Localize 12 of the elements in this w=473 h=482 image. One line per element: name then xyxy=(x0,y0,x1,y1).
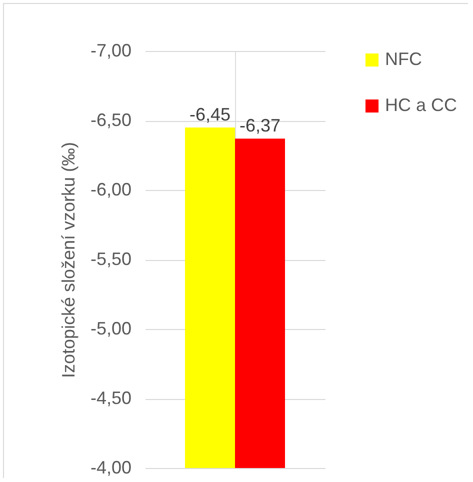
data-label: -6,37 xyxy=(239,116,281,136)
y-tick-label: -4,00 xyxy=(90,458,132,478)
data-label: -6,45 xyxy=(189,104,231,124)
y-tick-label: -4,50 xyxy=(90,388,132,408)
y-tick-label: -5,00 xyxy=(90,318,132,338)
y-axis-title: Izotopické složení vzorku (‰) xyxy=(58,142,78,378)
y-tick-label: -5,50 xyxy=(90,249,132,269)
y-tick-label: -6,00 xyxy=(90,180,132,200)
y-tick-label: -7,00 xyxy=(90,40,132,60)
legend-label: NFC xyxy=(385,49,422,69)
legend-label: HC a CC xyxy=(385,95,458,115)
y-tick-label: -6,50 xyxy=(90,110,132,130)
